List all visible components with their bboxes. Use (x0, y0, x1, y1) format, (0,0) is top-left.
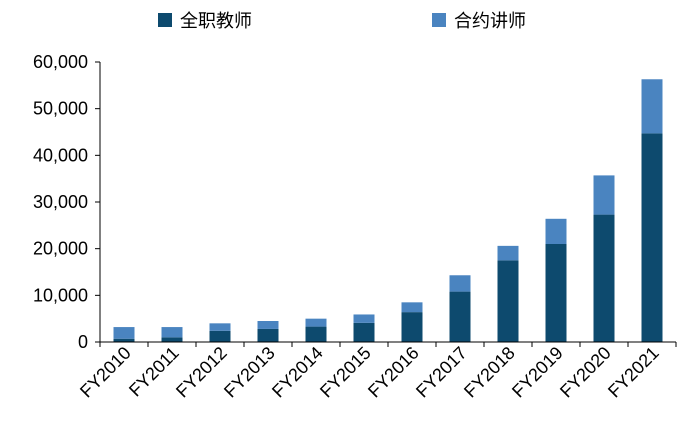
x-tick-label: FY2018 (460, 343, 519, 402)
bar-segment-fulltime (209, 330, 231, 342)
bar-segment-contract (641, 79, 663, 134)
x-tick-label: FY2015 (316, 343, 375, 402)
bar-segment-fulltime (401, 312, 423, 342)
y-axis: 0 10,000 20,000 30,000 40,000 50,000 60,000 (33, 52, 101, 352)
bar-segment-contract (545, 218, 567, 244)
y-tick-label: 20,000 (33, 239, 88, 259)
bar-segment-fulltime (449, 291, 471, 342)
bar-segment-fulltime (593, 214, 615, 342)
bar-segment-contract (113, 327, 135, 339)
bar-segment-contract (353, 314, 375, 323)
x-tick-label: FY2017 (412, 343, 471, 402)
y-tick-label: 50,000 (33, 99, 88, 119)
bar-segment-contract (401, 302, 423, 313)
x-tick-label: FY2013 (220, 343, 279, 402)
bar-segment-fulltime (161, 337, 183, 342)
legend-label-contract: 合约讲师 (454, 11, 526, 32)
x-tick-label: FY2021 (604, 343, 663, 402)
y-tick-label: 10,000 (33, 285, 88, 305)
bar-segment-contract (449, 275, 471, 292)
x-tick-label: FY2012 (172, 343, 231, 402)
legend: 全职教师 合约讲师 (158, 11, 526, 32)
legend-label-fulltime: 全职教师 (180, 11, 252, 32)
y-tick-label: 60,000 (33, 52, 88, 72)
x-tick-label: FY2020 (556, 343, 615, 402)
bar-segment-contract (161, 327, 183, 338)
bar-segment-contract (593, 175, 615, 215)
y-tick-label: 30,000 (33, 192, 88, 212)
bar-segment-fulltime (113, 338, 135, 342)
bar-segment-contract (209, 323, 231, 331)
bar-segment-fulltime (353, 322, 375, 342)
x-tick-label: FY2019 (508, 343, 567, 402)
bar-segment-fulltime (545, 244, 567, 342)
legend-swatch-contract (432, 13, 446, 27)
x-tick-label: FY2011 (125, 343, 183, 401)
y-tick-label: 40,000 (33, 145, 88, 165)
legend-swatch-fulltime (158, 13, 172, 27)
bar-segment-contract (497, 245, 519, 261)
bar-segment-fulltime (305, 326, 327, 342)
bar-segment-fulltime (641, 133, 663, 342)
bar-segment-fulltime (497, 260, 519, 342)
bar-segment-contract (305, 318, 327, 327)
x-tick-label: FY2016 (364, 343, 423, 402)
bar-segment-contract (257, 321, 279, 329)
x-tick-label: FY2014 (268, 343, 327, 402)
bar-segment-fulltime (257, 328, 279, 342)
x-axis: FY2010FY2011FY2012FY2013FY2014FY2015FY20… (76, 341, 677, 402)
bars (113, 79, 663, 342)
y-tick-label: 0 (78, 332, 88, 352)
